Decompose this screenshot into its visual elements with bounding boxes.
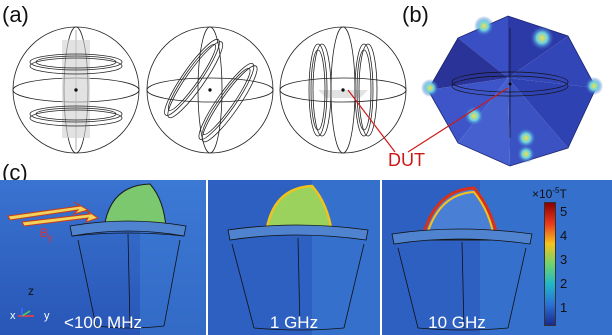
colorbar-tick: 5 <box>560 204 568 219</box>
panel-label-a: (a) <box>2 2 29 27</box>
dut-arrows <box>347 87 509 153</box>
field-label: By <box>40 226 53 243</box>
sphere-coils-diagonal <box>146 26 274 154</box>
colorbar: ×10-5T 5 4 3 2 1 <box>532 186 612 332</box>
frequency-label-low: <100 MHz <box>64 313 142 332</box>
dut-arrow-b <box>407 87 509 153</box>
frame-low-frequency: By z x y <100 MHz <box>0 180 206 335</box>
axis-triad <box>18 308 34 317</box>
dut-label: DUT <box>388 150 425 170</box>
by-field-arrows <box>7 201 100 227</box>
frequency-label-high: 10 GHz <box>428 313 486 332</box>
colorbar-tick: 3 <box>560 252 568 267</box>
axis-label-y: y <box>44 310 50 322</box>
dut-arrow-a <box>347 89 396 153</box>
sphere-coils-vertical <box>279 26 407 154</box>
panel-a-coil-diagrams <box>12 26 407 154</box>
panel-b-field-sphere <box>421 15 603 167</box>
colorbar-tick: 2 <box>560 276 568 291</box>
colorbar-tick: 1 <box>560 300 568 315</box>
panel-label-b: (b) <box>402 2 429 27</box>
axis-label-z: z <box>28 284 34 298</box>
axis-label-x: x <box>10 310 16 322</box>
colorbar-gradient <box>544 202 556 326</box>
mid-frequency-field-map <box>208 180 380 335</box>
colorbar-unit: ×10-5T <box>532 186 567 201</box>
frequency-label-mid: 1 GHz <box>269 313 319 332</box>
sphere-coils-horizontal <box>12 26 140 154</box>
low-frequency-field-map <box>0 180 206 335</box>
colorbar-tick: 4 <box>560 228 568 243</box>
frame-mid-frequency: 1 GHz <box>208 180 380 335</box>
